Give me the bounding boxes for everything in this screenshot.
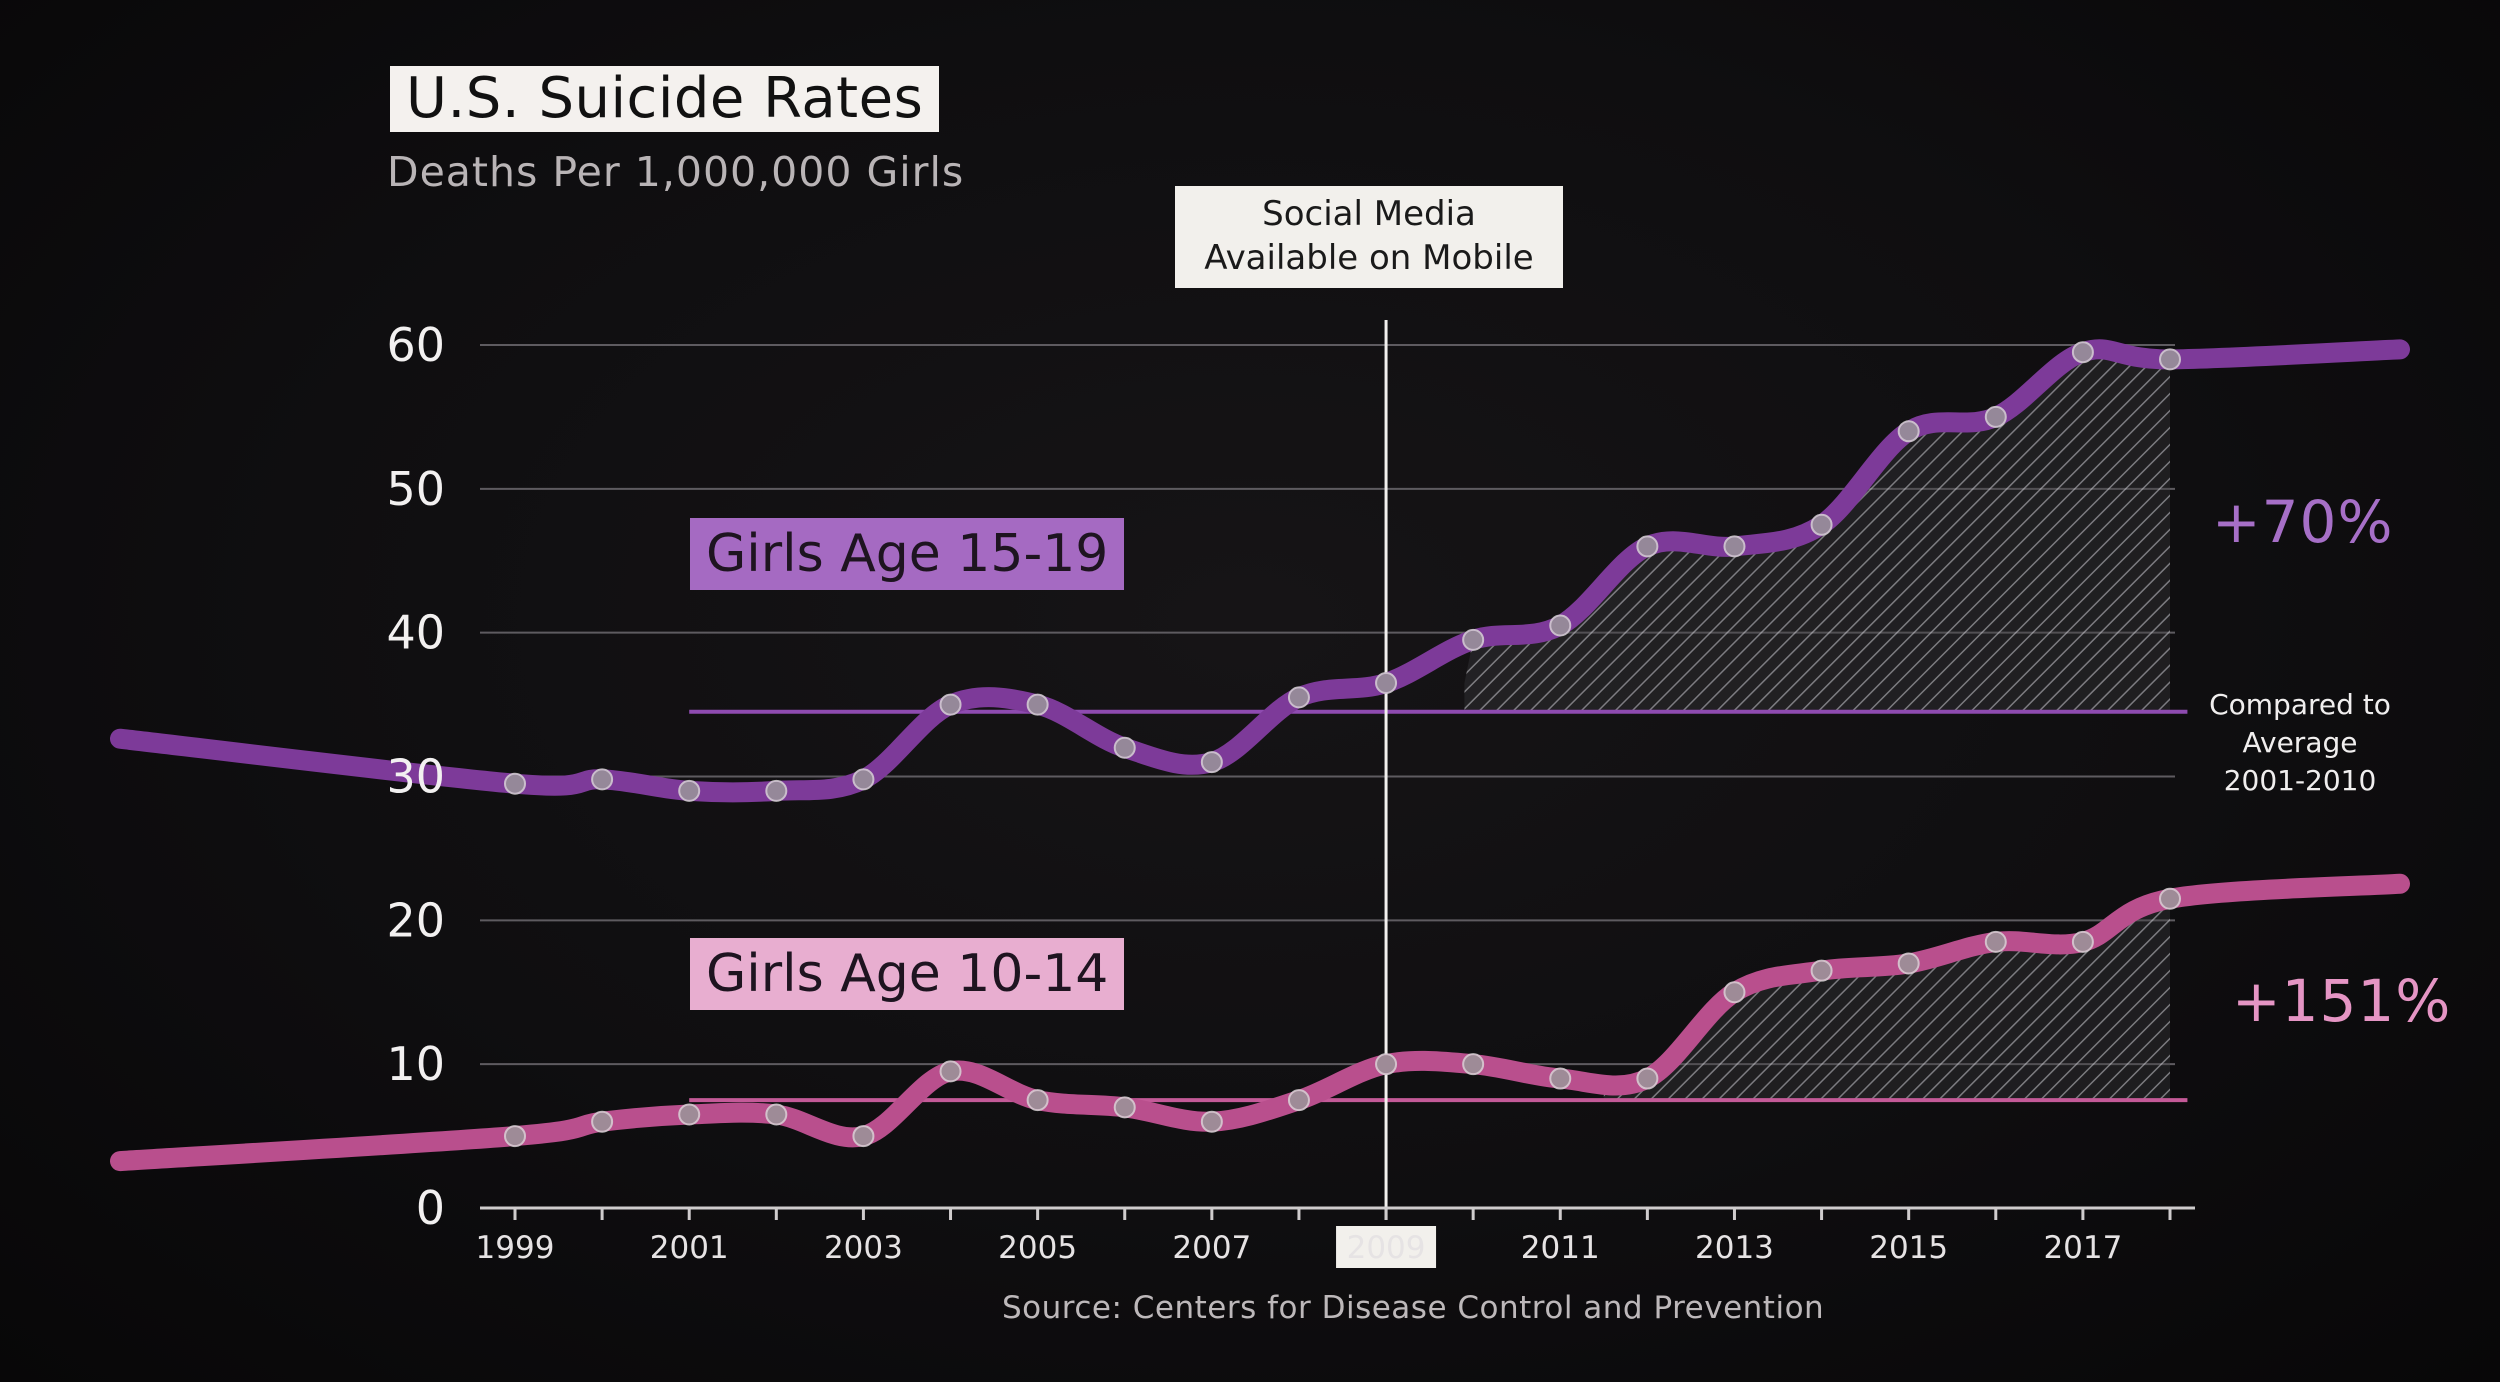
compared-note-line: Average: [2242, 726, 2358, 759]
x-tick-label: 2003: [824, 1230, 903, 1266]
data-point: [1462, 628, 1485, 651]
chart-subtitle: Deaths Per 1,000,000 Girls: [387, 148, 965, 196]
data-point: [2159, 887, 2181, 910]
social-media-annotation: Social Media Available on Mobile: [1175, 186, 1563, 288]
data-point: [765, 1103, 788, 1126]
data-point: [1026, 693, 1049, 716]
data-point: [1113, 1096, 1136, 1119]
change-label-15-19: +70%: [2212, 488, 2394, 556]
x-tick-label: 2017: [2043, 1230, 2122, 1266]
data-point: [2159, 348, 2181, 371]
data-point: [1636, 535, 1659, 558]
y-tick-label: 60: [386, 318, 445, 372]
y-tick-label: 0: [416, 1181, 445, 1235]
data-point: [852, 768, 875, 791]
data-point: [591, 1110, 614, 1133]
data-point: [1723, 535, 1746, 558]
annotation-line: Social Media: [1262, 194, 1476, 234]
data-point: [765, 779, 788, 802]
x-tick-label: 2007: [1172, 1230, 1251, 1266]
y-tick-label: 40: [386, 606, 445, 660]
compared-note-line: Compared to: [2209, 688, 2391, 721]
data-point: [1723, 981, 1746, 1004]
x-tick-label: 1999: [476, 1230, 555, 1266]
data-point: [504, 1125, 526, 1148]
x-tick-label: 2009: [1347, 1230, 1426, 1266]
data-point: [1897, 952, 1920, 975]
data-point: [1375, 1053, 1398, 1076]
data-point: [1636, 1067, 1659, 1090]
x-tick-label: 2011: [1521, 1230, 1600, 1266]
data-point: [2071, 930, 2094, 953]
data-point: [591, 768, 614, 791]
source-note: Source: Centers for Disease Control and …: [1002, 1290, 1825, 1326]
data-point: [1810, 959, 1833, 982]
data-point: [504, 772, 526, 795]
y-tick-label: 30: [386, 750, 445, 804]
data-point: [1113, 736, 1136, 759]
data-point: [1287, 1089, 1310, 1112]
x-tick-label: 2001: [650, 1230, 729, 1266]
data-point: [939, 1060, 962, 1083]
data-point: [1897, 420, 1920, 443]
legend-girls-10-14: Girls Age 10-14: [690, 938, 1125, 1010]
x-tick-label: 2015: [1869, 1230, 1948, 1266]
y-tick-label: 20: [386, 893, 445, 947]
data-point: [2071, 341, 2094, 364]
data-point: [1549, 614, 1572, 637]
data-point: [1462, 1053, 1485, 1076]
change-label-10-14: +151%: [2232, 967, 2452, 1035]
chart-title: U.S. Suicide Rates: [390, 66, 940, 132]
x-tick-highlight: [1336, 1226, 1437, 1268]
data-point: [1200, 1110, 1223, 1133]
data-point: [1810, 513, 1833, 536]
data-point: [1984, 930, 2007, 953]
compared-note: Compared to Average 2001-2010: [2180, 686, 2420, 800]
annotation-text: Social Media Available on Mobile: [1175, 192, 1563, 280]
y-tick-label: 10: [386, 1037, 445, 1091]
y-tick-label: 50: [386, 462, 445, 516]
data-point: [1200, 751, 1223, 774]
annotation-line: Available on Mobile: [1204, 238, 1534, 278]
x-tick-label: 2005: [998, 1230, 1077, 1266]
hatched-increase-area: [1603, 898, 2170, 1101]
data-point: [1549, 1067, 1572, 1090]
compared-note-line: 2001-2010: [2223, 764, 2377, 797]
data-point: [678, 779, 701, 802]
legend-girls-15-19: Girls Age 15-19: [690, 518, 1125, 590]
data-point: [939, 693, 962, 716]
data-point: [1026, 1089, 1049, 1112]
data-point: [1984, 405, 2007, 428]
data-point: [678, 1103, 701, 1126]
x-tick-label: 2013: [1695, 1230, 1774, 1266]
data-point: [852, 1125, 875, 1148]
data-point: [1375, 672, 1398, 695]
data-point: [1287, 686, 1310, 709]
